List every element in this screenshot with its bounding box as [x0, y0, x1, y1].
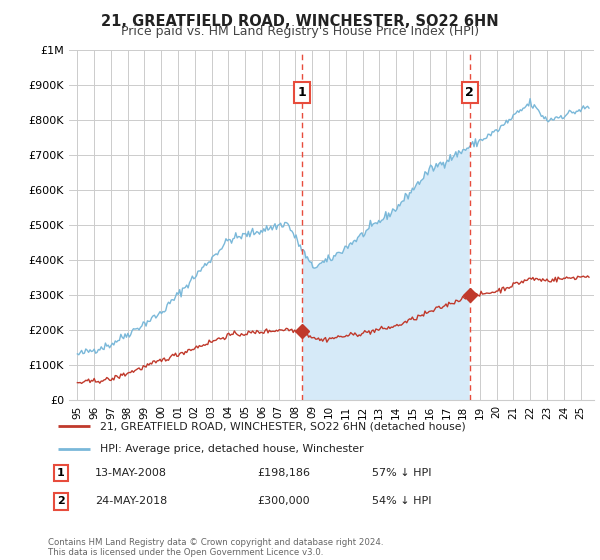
Text: Contains HM Land Registry data © Crown copyright and database right 2024.
This d: Contains HM Land Registry data © Crown c… [48, 538, 383, 557]
Text: Price paid vs. HM Land Registry's House Price Index (HPI): Price paid vs. HM Land Registry's House … [121, 25, 479, 38]
Text: 24-MAY-2018: 24-MAY-2018 [95, 496, 167, 506]
Text: 2: 2 [57, 496, 65, 506]
Text: 2: 2 [466, 86, 474, 99]
Text: 21, GREATFIELD ROAD, WINCHESTER, SO22 6HN: 21, GREATFIELD ROAD, WINCHESTER, SO22 6H… [101, 14, 499, 29]
Text: 54% ↓ HPI: 54% ↓ HPI [371, 496, 431, 506]
Text: 57% ↓ HPI: 57% ↓ HPI [371, 468, 431, 478]
Text: £198,186: £198,186 [257, 468, 310, 478]
Text: 13-MAY-2008: 13-MAY-2008 [95, 468, 167, 478]
Text: HPI: Average price, detached house, Winchester: HPI: Average price, detached house, Winc… [100, 444, 364, 454]
Text: 1: 1 [297, 86, 306, 99]
Text: £300,000: £300,000 [257, 496, 310, 506]
Text: 1: 1 [57, 468, 65, 478]
Text: 21, GREATFIELD ROAD, WINCHESTER, SO22 6HN (detached house): 21, GREATFIELD ROAD, WINCHESTER, SO22 6H… [100, 421, 466, 431]
